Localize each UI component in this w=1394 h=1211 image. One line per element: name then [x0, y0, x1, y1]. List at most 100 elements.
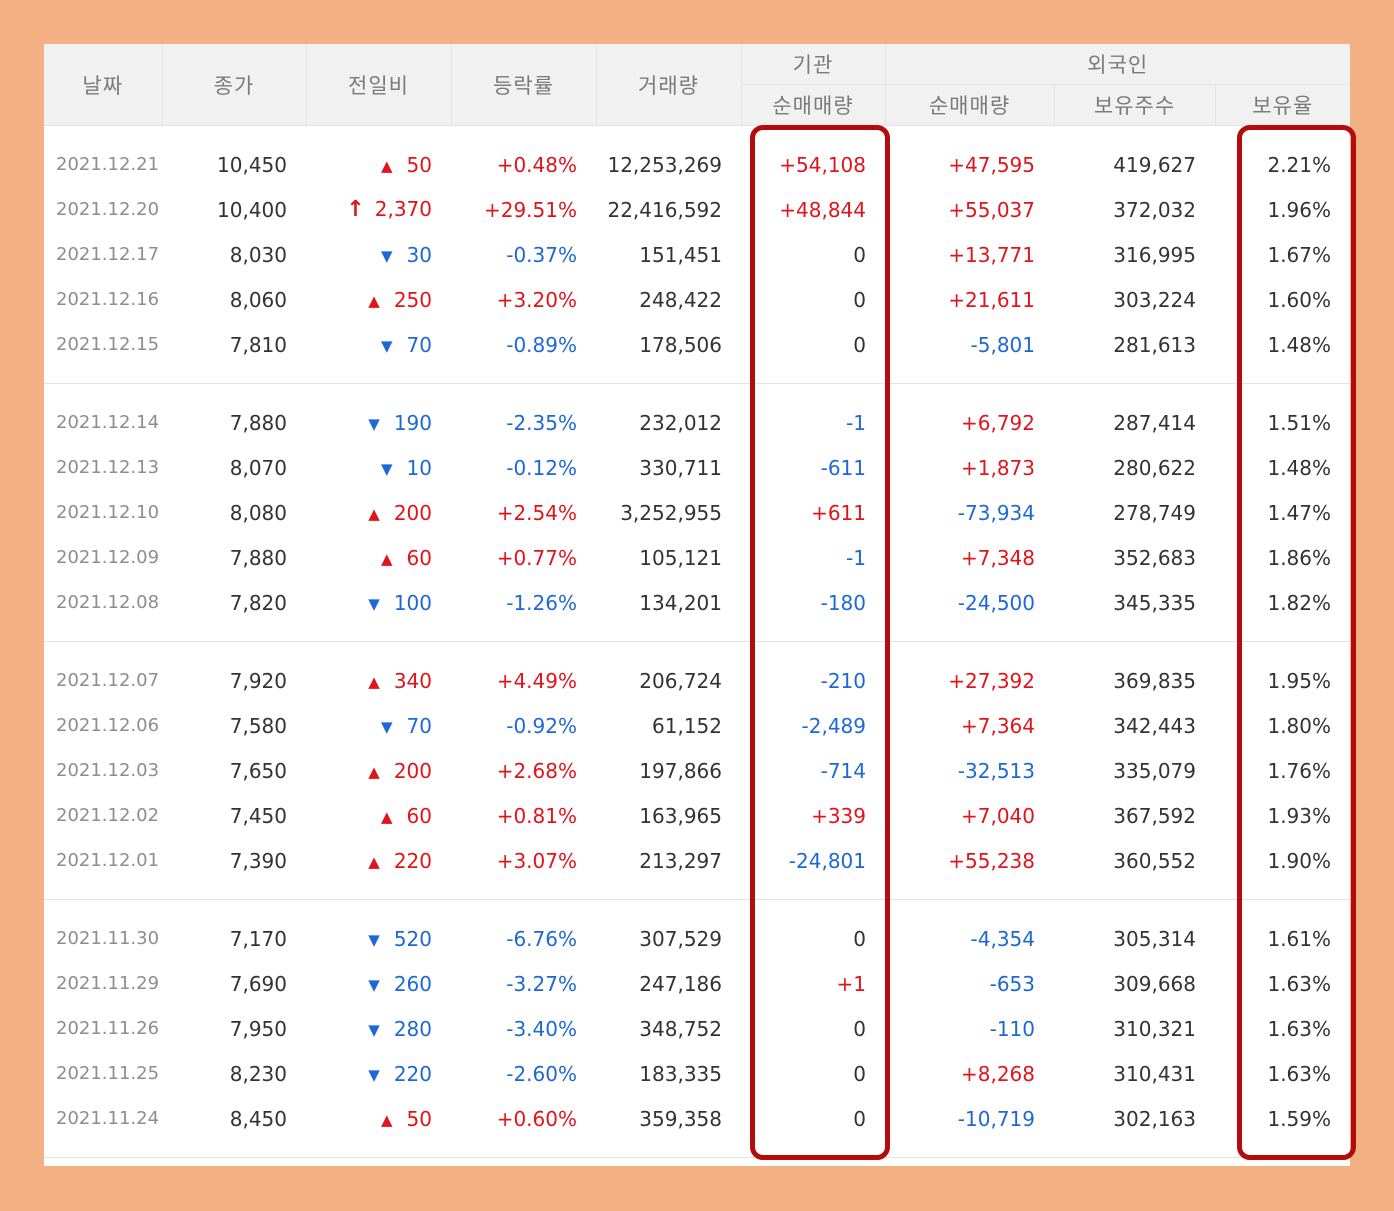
rate-cell: +3.07%	[496, 848, 577, 873]
col-header-date: 날짜	[44, 44, 163, 126]
change-cell: ▲ 60	[306, 793, 451, 838]
change-value: 60	[406, 545, 432, 570]
group-separator	[44, 641, 1350, 642]
change-value: 280	[393, 1016, 432, 1041]
change-value: 190	[393, 410, 432, 435]
foreign-shares-cell: 372,032	[1113, 197, 1196, 222]
group-spacer	[44, 625, 1350, 641]
change-value: 200	[393, 500, 432, 525]
group-spacer	[44, 367, 1350, 383]
rate-cell: +29.51%	[483, 197, 577, 222]
volume-cell: 197,866	[639, 758, 722, 783]
rate-cell: -0.12%	[506, 455, 577, 480]
change-value: 70	[406, 713, 432, 738]
col-header-foreign-shares: 보유주수	[1054, 84, 1216, 126]
foreign-net-cell: +21,611	[948, 287, 1035, 312]
foreign-ratio-cell: 1.90%	[1267, 848, 1332, 873]
rate-cell: -2.35%	[506, 410, 577, 435]
foreign-net-cell: +7,348	[960, 545, 1035, 570]
table-row: 2021.12.01 7,390 ▲ 220 +3.07% 213,297 -24,801 +…	[44, 838, 1350, 883]
group-spacer	[44, 642, 1350, 658]
change-cell: ▲ 200	[306, 490, 451, 535]
date-cell: 2021.12.09	[56, 547, 160, 568]
date-cell: 2021.12.10	[56, 502, 160, 523]
volume-cell: 330,711	[639, 455, 722, 480]
volume-cell: 12,253,269	[607, 152, 722, 177]
close-cell: 8,080	[229, 500, 287, 525]
date-cell: 2021.11.30	[56, 928, 160, 949]
spacer-cell	[44, 899, 1350, 900]
down-triangle-icon: ▼	[368, 930, 380, 949]
foreign-ratio-cell: 1.86%	[1267, 545, 1332, 570]
spacer-cell	[44, 900, 1350, 916]
date-cell: 2021.11.24	[56, 1108, 160, 1129]
date-cell: 2021.12.07	[56, 670, 160, 691]
foreign-ratio-cell: 1.63%	[1267, 1061, 1332, 1086]
change-cell: ▼ 220	[306, 1051, 451, 1096]
institution-net-cell: +54,108	[779, 152, 866, 177]
up-triangle-icon: ▲	[381, 807, 393, 826]
rate-cell: -6.76%	[506, 926, 577, 951]
down-triangle-icon: ▼	[368, 1020, 380, 1039]
rate-cell: +0.81%	[496, 803, 577, 828]
table-row: 2021.12.09 7,880 ▲ 60 +0.77% 105,121 -1 +7,348 3…	[44, 535, 1350, 580]
volume-cell: 178,506	[639, 332, 722, 357]
foreign-net-cell: -10,719	[957, 1106, 1035, 1131]
foreign-shares-cell: 302,163	[1113, 1106, 1196, 1131]
col-header-change: 전일비	[306, 44, 452, 126]
date-cell: 2021.12.03	[56, 760, 160, 781]
change-value: 520	[393, 926, 432, 951]
foreign-net-cell: -653	[989, 971, 1035, 996]
group-spacer	[44, 900, 1350, 916]
institution-net-cell: 0	[853, 1061, 866, 1086]
table-row: 2021.12.07 7,920 ▲ 340 +4.49% 206,724 -210 +27,…	[44, 658, 1350, 703]
institution-net-cell: +611	[811, 500, 866, 525]
foreign-net-cell: +7,364	[960, 713, 1035, 738]
foreign-ratio-cell: 1.48%	[1267, 332, 1332, 357]
table-row: 2021.11.25 8,230 ▼ 220 -2.60% 183,335 0 +8,268 3…	[44, 1051, 1350, 1096]
table-row: 2021.12.03 7,650 ▲ 200 +2.68% 197,866 -714 -32,…	[44, 748, 1350, 793]
volume-cell: 3,252,955	[620, 500, 722, 525]
investor-trading-panel: 날짜 종가 전일비 등락률 거래량 기관 외국인 순매매량 순매매량 보유주수 …	[44, 44, 1350, 1166]
down-triangle-icon: ▼	[368, 975, 380, 994]
change-cell: ▼ 280	[306, 1006, 451, 1051]
foreign-ratio-cell: 1.96%	[1267, 197, 1332, 222]
group-spacer	[44, 883, 1350, 899]
foreign-net-cell: +13,771	[948, 242, 1035, 267]
foreign-ratio-cell: 1.63%	[1267, 1016, 1332, 1041]
close-cell: 7,690	[229, 971, 287, 996]
institution-net-cell: -2,489	[801, 713, 866, 738]
spacer-cell	[44, 1157, 1350, 1158]
date-cell: 2021.12.15	[56, 334, 160, 355]
close-cell: 7,920	[229, 668, 287, 693]
foreign-shares-cell: 367,592	[1113, 803, 1196, 828]
institution-net-cell: +339	[811, 803, 866, 828]
change-value: 70	[406, 332, 432, 357]
up-triangle-icon: ▲	[368, 291, 380, 310]
spacer-cell	[44, 641, 1350, 642]
date-cell: 2021.12.21	[56, 154, 160, 175]
date-cell: 2021.12.16	[56, 289, 160, 310]
col-header-foreign-net: 순매매량	[885, 84, 1055, 126]
institution-net-cell: 0	[853, 1016, 866, 1041]
foreign-shares-cell: 305,314	[1113, 926, 1196, 951]
spacer-cell	[44, 126, 1350, 143]
volume-cell: 213,297	[639, 848, 722, 873]
table-row: 2021.12.15 7,810 ▼ 70 -0.89% 178,506 0 -5,801 28…	[44, 322, 1350, 367]
table-row: 2021.12.21 10,450 ▲ 50 +0.48% 12,253,269 +54,1…	[44, 142, 1350, 187]
upper-limit-arrow-icon: ↑	[346, 197, 365, 222]
close-cell: 10,450	[217, 152, 287, 177]
foreign-shares-cell: 310,321	[1113, 1016, 1196, 1041]
down-triangle-icon: ▼	[381, 717, 393, 736]
volume-cell: 183,335	[639, 1061, 722, 1086]
change-cell: ▼ 260	[306, 961, 451, 1006]
volume-cell: 247,186	[639, 971, 722, 996]
spacer-cell	[44, 384, 1350, 400]
institution-net-cell: -611	[820, 455, 866, 480]
foreign-net-cell: +7,040	[960, 803, 1035, 828]
volume-cell: 61,152	[652, 713, 722, 738]
table-row: 2021.12.14 7,880 ▼ 190 -2.35% 232,012 -1 +6,792…	[44, 400, 1350, 445]
foreign-shares-cell: 360,552	[1113, 848, 1196, 873]
institution-net-cell: +48,844	[779, 197, 866, 222]
table-row: 2021.12.13 8,070 ▼ 10 -0.12% 330,711 -611 +1,87…	[44, 445, 1350, 490]
